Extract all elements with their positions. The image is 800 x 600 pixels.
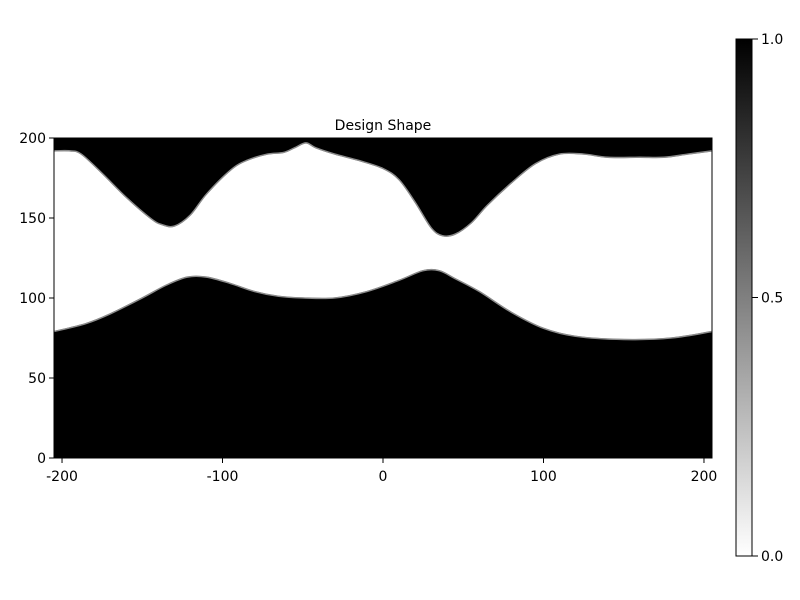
y-tick-label: 200 [19, 131, 46, 147]
x-tick-label: -100 [207, 469, 239, 485]
y-tick-label: 0 [37, 451, 46, 467]
y-tick-label: 50 [28, 371, 46, 387]
y-axis: 0 50 100 150 200 [19, 131, 54, 467]
colorbar-ticks: 0.0 0.5 1.0 [752, 32, 783, 565]
x-tick-label: -200 [46, 469, 78, 485]
colorbar-tick-label: 1.0 [761, 32, 783, 48]
region-upper-edge [54, 142, 712, 237]
x-tick-label: 200 [691, 469, 718, 485]
colorbar-tick-label: 0.0 [761, 549, 783, 565]
region-lower-fill [54, 269, 712, 458]
colorbar-tick-label: 0.5 [761, 291, 783, 307]
x-tick-label: 100 [530, 469, 557, 485]
region-lower-edge [54, 269, 712, 341]
x-axis: -200 -100 0 100 200 [46, 458, 717, 485]
y-tick-label: 150 [19, 211, 46, 227]
y-tick-label: 100 [19, 291, 46, 307]
colorbar: 0.0 0.5 1.0 [735, 32, 783, 565]
colorbar-gradient [735, 38, 753, 557]
region-upper-fill [54, 138, 712, 237]
plot-area [53, 137, 713, 459]
x-tick-label: 0 [379, 469, 388, 485]
chart-title: Design Shape [335, 118, 432, 134]
heatmap-regions [54, 138, 712, 458]
